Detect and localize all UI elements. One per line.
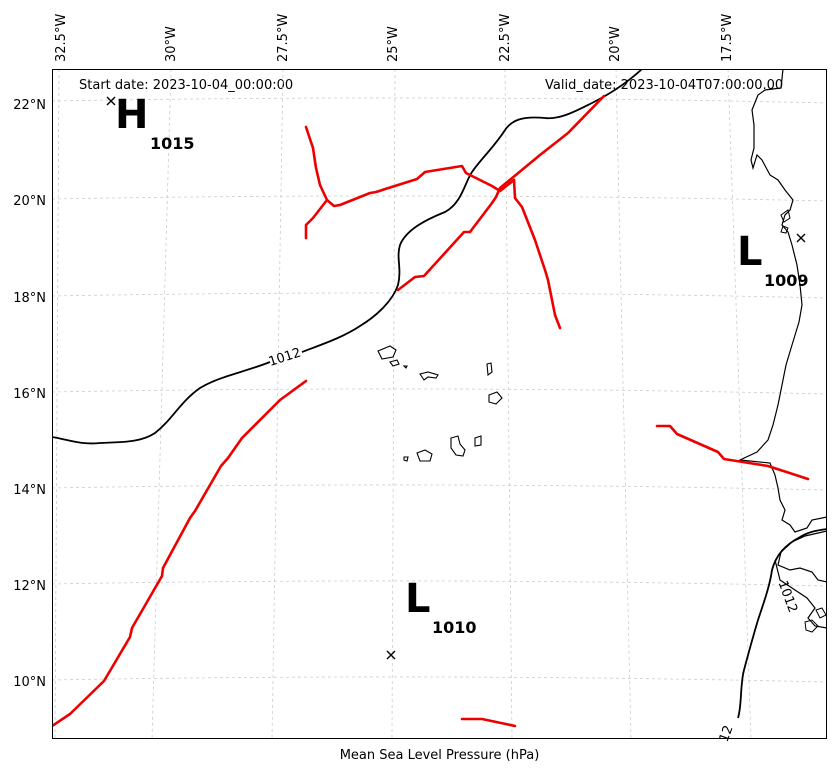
lat-label-16n: 16°N (13, 387, 46, 402)
trough-north-spur (304, 198, 329, 240)
low-center-marker-east (796, 233, 806, 243)
trough-north-branch-west (304, 125, 516, 208)
meridian-25w (391, 69, 396, 739)
meridian-27-5w (271, 69, 284, 739)
island-santiago (450, 435, 466, 457)
africa-coastline (737, 69, 827, 533)
lat-label-18n: 18°N (13, 291, 46, 306)
island-brava (403, 456, 409, 462)
canary-island (780, 209, 791, 234)
low-pressure-letter-east: L (737, 229, 763, 275)
parallel-16n (52, 388, 827, 395)
map-caption: Mean Sea Level Pressure (hPa) (339, 748, 540, 763)
island-maio (474, 435, 482, 447)
low-center-marker-south (386, 650, 396, 660)
trough-west (52, 379, 308, 728)
center-markers (106, 96, 806, 660)
meridian-32-5w (54, 69, 60, 739)
map-frame (52, 69, 827, 739)
meridian-17-5w (727, 69, 752, 739)
island-sal (486, 362, 493, 377)
trough-north-south-branch (512, 178, 562, 330)
island-boa-vista (488, 391, 503, 405)
isobar-1012-south (737, 528, 827, 719)
island-fogo (416, 449, 433, 462)
meridian-30w (151, 69, 172, 739)
low-pressure-letter-south: L (405, 576, 431, 622)
start-date-label: Start date: 2023-10-04_00:00:00 (79, 78, 294, 93)
lat-label-10n: 10°N (13, 675, 46, 690)
lat-label-12n: 12°N (13, 579, 46, 594)
high-pressure-letter: H (115, 92, 149, 138)
valid-date-label: Valid_date: 2023-10-04T07:00:00.00 (545, 78, 784, 93)
cape-verde-islands (377, 345, 503, 462)
parallel-18n (52, 292, 827, 299)
high-center-marker (106, 96, 116, 106)
low-pressure-value-east: 1009 (764, 271, 809, 290)
isobar-1012-north (52, 69, 643, 445)
guinea-coast (774, 559, 827, 629)
island-sao-nicolau (419, 371, 439, 381)
parallel-14n (52, 484, 827, 491)
trough-east (655, 424, 810, 481)
parallel-10n (52, 676, 827, 683)
lat-label-20n: 20°N (13, 194, 46, 209)
graticule (52, 69, 827, 739)
lat-label-14n: 14°N (13, 483, 46, 498)
island-santa-luzia (402, 365, 408, 369)
trough-south (460, 717, 517, 728)
high-pressure-value: 1015 (150, 134, 195, 153)
lat-label-22n: 22°N (13, 98, 46, 113)
trough-north-diagonal (396, 94, 606, 292)
island-sao-vicente (389, 359, 400, 367)
island-santo-antao (377, 345, 397, 360)
senegal-gambia-coast (777, 530, 827, 583)
meridian-20w (615, 69, 632, 739)
parallel-22n (52, 97, 827, 104)
parallel-20n (52, 195, 827, 202)
low-pressure-value-south: 1010 (432, 618, 477, 637)
parallel-12n (52, 580, 827, 587)
troughs (52, 94, 810, 728)
meridian-22-5w (504, 69, 513, 739)
